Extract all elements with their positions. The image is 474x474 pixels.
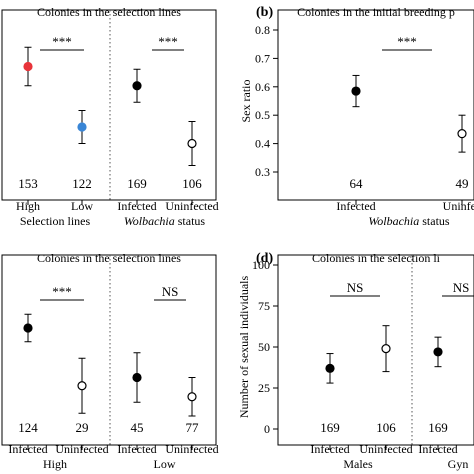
sample-size-label: 169 xyxy=(320,420,340,435)
data-point xyxy=(187,392,197,402)
x-tick-label: Uninfected xyxy=(165,199,218,213)
y-tick-label: 0.7 xyxy=(255,51,270,65)
significance-label: NS xyxy=(162,284,179,299)
significance-label: *** xyxy=(397,34,417,49)
plot-frame xyxy=(277,9,474,201)
data-point xyxy=(381,344,391,354)
sample-size-label: 29 xyxy=(76,420,89,435)
y-tick-label: 25 xyxy=(258,381,270,395)
y-tick-label: 0.6 xyxy=(255,80,270,94)
x-tick-label: Infected xyxy=(336,199,375,213)
x-tick-label: Infected xyxy=(117,199,156,213)
sample-size-label: 169 xyxy=(428,420,448,435)
plot-frame xyxy=(1,9,217,201)
y-axis-label: Number of sexual individuals xyxy=(237,276,251,419)
sample-size-label: 153 xyxy=(18,176,38,191)
panel-label: (d) xyxy=(256,251,273,266)
panel-label: (b) xyxy=(256,5,273,20)
significance-label: NS xyxy=(453,280,470,295)
sample-size-label: 45 xyxy=(131,420,144,435)
data-point xyxy=(132,81,142,91)
sample-size-label: 49 xyxy=(456,176,469,191)
y-tick-label: 75 xyxy=(258,299,270,313)
chart-title: Colonies in the selection lines xyxy=(37,251,181,265)
y-tick-label: 0.4 xyxy=(255,137,270,151)
significance-label: NS xyxy=(347,280,364,295)
group-label: High xyxy=(43,457,67,471)
data-point xyxy=(433,347,443,357)
chart-title: Colonies in the selection lines xyxy=(37,5,181,19)
data-point xyxy=(351,86,361,96)
panel-2: Colonies in the initial breeding p (b) 0.3… xyxy=(239,5,474,228)
data-point xyxy=(77,381,87,391)
y-tick-label: 0.8 xyxy=(255,23,270,37)
panel-1: Colonies in the selection lines 153 High 12… xyxy=(1,5,219,228)
y-axis-label: Sex ratio xyxy=(239,80,253,123)
x-tick-label: Uninfec xyxy=(443,199,474,213)
x-tick-label: High xyxy=(16,199,40,213)
y-tick-label: 0 xyxy=(264,422,270,436)
sample-size-label: 122 xyxy=(72,176,92,191)
panel-4: Colonies in the selection li (d) 0 25 50 75 10… xyxy=(237,251,474,471)
significance-label: *** xyxy=(52,34,72,49)
data-point xyxy=(77,122,87,132)
chart-title: Colonies in the selection li xyxy=(312,251,441,265)
data-point xyxy=(457,129,467,139)
x-tick-label: Low xyxy=(71,199,93,213)
group-label: Gyn xyxy=(448,457,469,471)
data-point xyxy=(325,363,335,373)
data-point xyxy=(187,138,197,149)
significance-label: *** xyxy=(52,284,72,299)
plot-frame xyxy=(277,254,474,446)
data-point xyxy=(23,323,33,333)
group-label: Wolbachia status xyxy=(124,214,206,228)
data-point xyxy=(132,372,142,383)
panel-3: Colonies in the selection lines124Infect… xyxy=(1,251,219,471)
y-tick-label: 0.3 xyxy=(255,165,270,179)
y-tick-label: 100 xyxy=(252,258,270,272)
y-tick-label: 50 xyxy=(258,340,270,354)
sample-size-label: 106 xyxy=(376,420,396,435)
significance-label: *** xyxy=(158,34,178,49)
chart-title: Colonies in the initial breeding p xyxy=(297,5,455,19)
sample-size-label: 169 xyxy=(127,176,147,191)
group-label: Wolbachia status xyxy=(368,214,450,228)
data-point xyxy=(23,61,33,72)
sample-size-label: 106 xyxy=(182,176,202,191)
sample-size-label: 77 xyxy=(186,420,200,435)
plot-frame xyxy=(1,254,217,446)
group-label: Low xyxy=(154,457,176,471)
group-label: Selection lines xyxy=(20,214,91,228)
y-tick-label: 0.5 xyxy=(255,108,270,122)
group-label: Males xyxy=(343,457,373,471)
sample-size-label: 124 xyxy=(18,420,38,435)
sample-size-label: 64 xyxy=(350,176,364,191)
